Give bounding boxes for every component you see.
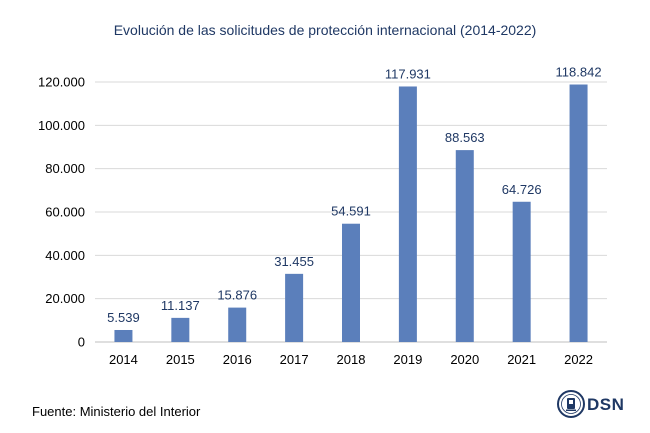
source-note: Fuente: Ministerio del Interior: [32, 404, 201, 419]
bar-2018: [342, 223, 360, 342]
bar-2015: [171, 317, 190, 342]
data-label-2018: 54.591: [331, 204, 371, 219]
x-tick-label: 2014: [109, 352, 138, 367]
data-label-2015: 11.137: [161, 298, 200, 313]
logo-text: DSN: [587, 395, 625, 414]
bar-2017: [285, 273, 304, 342]
data-label-2019: 117.931: [385, 66, 431, 81]
y-tick-label: 80.000: [45, 161, 85, 176]
x-tick-label: 2019: [393, 352, 422, 367]
data-label-2021: 64.726: [502, 182, 542, 197]
x-tick-label: 2022: [564, 352, 593, 367]
x-tick-label: 2018: [337, 352, 366, 367]
bar-2021: [512, 201, 531, 342]
bar-2019: [398, 86, 417, 342]
bar-2016: [228, 307, 247, 342]
x-tick-label: 2020: [450, 352, 479, 367]
seal-icon: [557, 390, 585, 418]
data-label-2020: 88.563: [445, 130, 485, 145]
data-label-2016: 15.876: [217, 288, 257, 303]
chart-title: Evolución de las solicitudes de protecci…: [113, 22, 537, 38]
x-tick-label: 2021: [507, 352, 536, 367]
data-label-2022: 118.842: [556, 65, 602, 80]
data-label-2017: 31.455: [274, 254, 314, 269]
y-tick-label: 120.000: [38, 75, 85, 90]
y-tick-label: 40.000: [45, 248, 85, 263]
bar-2014: [114, 329, 133, 342]
bar-2020: [455, 150, 474, 342]
y-tick-label: 0: [78, 335, 85, 350]
data-labels: 5.539 11.137 15.876 31.455 54.591 117.931 88.5…: [107, 65, 601, 325]
dsn-logo: DSN: [557, 390, 637, 420]
x-tick-label: 2016: [223, 352, 252, 367]
axes: 0 20.000 40.000 60.000 80.000 100.000 120.000 2…: [38, 75, 607, 367]
x-tick-label: 2015: [166, 352, 195, 367]
y-tick-label: 20.000: [45, 291, 85, 306]
y-tick-label: 100.000: [38, 118, 85, 133]
x-tick-label: 2017: [280, 352, 309, 367]
data-label-2014: 5.539: [107, 310, 140, 325]
y-tick-label: 60.000: [45, 205, 85, 220]
bars: [114, 84, 588, 342]
bar-2022: [569, 84, 588, 342]
